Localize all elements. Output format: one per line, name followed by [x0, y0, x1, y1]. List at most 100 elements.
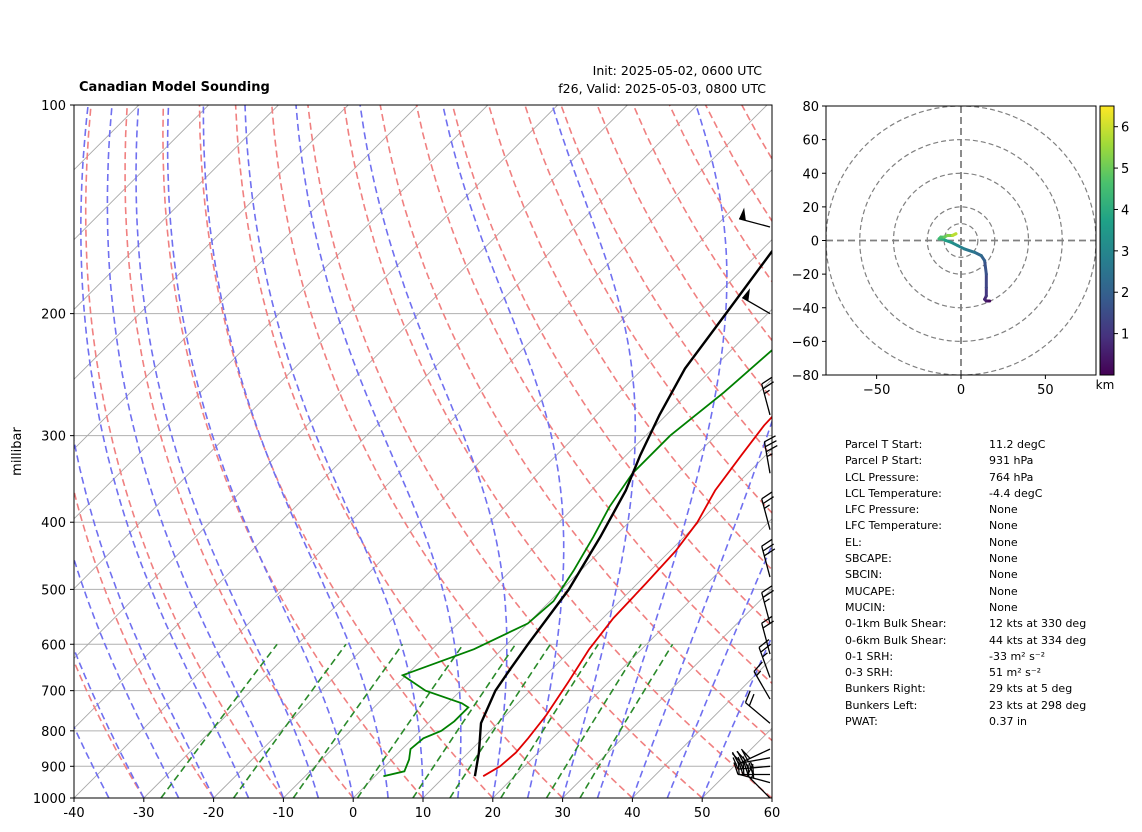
- init-time: Init: 2025-05-02, 0600 UTC: [592, 63, 762, 78]
- param-label: LFC Temperature:: [845, 519, 943, 533]
- wind-barb: [731, 748, 771, 764]
- param-label: 0-1km Bulk Shear:: [845, 617, 947, 631]
- y-tick-label: 700: [41, 685, 66, 700]
- isotherm-line: [213, 238, 772, 798]
- wind-barb: [761, 491, 774, 530]
- mixing-ratio-line: [412, 643, 517, 798]
- colorbar-tick-label: 2: [1121, 286, 1129, 301]
- param-row: Parcel P Start: 931 hPa: [845, 453, 1105, 469]
- x-tick-label: 30: [554, 806, 571, 821]
- param-label: 0-6km Bulk Shear:: [845, 633, 947, 647]
- y-tick-label: 900: [41, 760, 66, 775]
- wind-barb: [761, 376, 774, 416]
- mixing-ratio-line: [449, 643, 552, 798]
- y-tick-label: 600: [41, 638, 66, 653]
- param-value: -4.4 degC: [989, 486, 1043, 500]
- x-tick-label: 50: [694, 806, 711, 821]
- param-value: None: [989, 568, 1018, 582]
- wind-barb: [741, 288, 771, 315]
- valid-time: f26, Valid: 2025-05-03, 0800 UTC: [558, 81, 766, 96]
- isotherm-line: [74, 105, 349, 380]
- moist-adiabat-line: [244, 105, 424, 798]
- param-row: PWAT: 0.37 in: [845, 714, 1105, 730]
- param-row: LFC Temperature: None: [845, 518, 1105, 534]
- param-value: 11.2 degC: [989, 438, 1046, 451]
- wind-barb: [753, 661, 771, 700]
- wind-barb: [761, 538, 776, 578]
- isotherm-line: [74, 105, 628, 660]
- wind-barb: [761, 615, 774, 655]
- dry-adiabat-line: [307, 105, 703, 798]
- mixing-ratio-line: [356, 643, 464, 798]
- param-value: -33 m² s⁻²: [989, 649, 1046, 663]
- dry-adiabat-line: [234, 105, 564, 798]
- colorbar-tick-label: 6: [1121, 121, 1129, 136]
- param-label: MUCAPE:: [845, 584, 896, 598]
- moist-adiabat-line: [359, 105, 508, 798]
- mixing-ratio-line: [545, 643, 642, 798]
- param-value: None: [989, 552, 1018, 566]
- param-label: LCL Temperature:: [845, 486, 942, 500]
- param-label: Bunkers Right:: [845, 682, 926, 696]
- hodo-x-tick-label: −50: [863, 383, 890, 398]
- param-label: PWAT:: [845, 715, 878, 729]
- moist-adiabat-line: [79, 105, 250, 798]
- y-tick-label: 300: [41, 430, 66, 445]
- param-row: SBCAPE: None: [845, 551, 1105, 567]
- param-row: LCL Temperature: -4.4 degC: [845, 486, 1105, 502]
- hodo-y-tick-label: 20: [802, 201, 819, 216]
- isotherm-line: [143, 169, 772, 798]
- dry-adiabat-line: [271, 105, 633, 798]
- param-row: LFC Pressure: None: [845, 502, 1105, 518]
- moist-adiabat-line: [106, 105, 285, 798]
- wind-barb: [746, 763, 771, 799]
- param-row: 0-1km Bulk Shear: 12 kts at 330 deg: [845, 616, 1105, 632]
- param-value: 931 hPa: [989, 454, 1034, 468]
- param-label: Parcel T Start:: [845, 438, 923, 451]
- moist-adiabat-line: [295, 105, 462, 798]
- colorbar-tick-label: 5: [1121, 162, 1129, 177]
- hodo-y-tick-label: 40: [802, 167, 819, 182]
- skew-t-plot: -40 -30 -20 -10 0 10 20 30 40 50 60 100 200 300 400 500…: [10, 99, 781, 821]
- moist-adiabat-line: [202, 105, 389, 798]
- moist-adiabat-line: [596, 105, 728, 798]
- param-label: 0-1 SRH:: [845, 649, 894, 663]
- dry-adiabat-line: [487, 105, 772, 571]
- sounding-parameters-table: Parcel T Start: 11.2 degC Parcel P Start: 9…: [845, 437, 1105, 730]
- x-tick-label: 60: [764, 806, 781, 821]
- param-value: None: [989, 503, 1018, 517]
- x-tick-label: -40: [63, 806, 84, 821]
- param-value: None: [989, 600, 1018, 614]
- mixing-ratio-line: [160, 643, 278, 798]
- param-value: 44 kts at 334 deg: [989, 633, 1087, 647]
- x-tick-label: -30: [133, 806, 154, 821]
- isotherm-line: [283, 308, 772, 798]
- param-label: MUCIN:: [845, 600, 886, 614]
- param-value: 51 m² s⁻²: [989, 666, 1042, 680]
- isotherm-line: [632, 657, 772, 798]
- isotherm-line: [74, 105, 209, 241]
- colorbar: [1099, 105, 1115, 376]
- param-value: 764 hPa: [989, 470, 1034, 484]
- param-row: SBCIN: None: [845, 567, 1105, 583]
- dry-adiabat-line: [198, 105, 494, 798]
- hodo-y-tick-label: 60: [802, 134, 819, 149]
- y-tick-label: 800: [41, 725, 66, 740]
- hodo-y-tick-label: −60: [792, 335, 819, 350]
- param-value: 29 kts at 5 deg: [989, 682, 1073, 696]
- hodograph-segment: [962, 247, 976, 254]
- dry-adiabat-line: [74, 487, 215, 798]
- wind-barb: [738, 207, 771, 228]
- wind-barb: [761, 585, 774, 624]
- param-label: Bunkers Left:: [845, 698, 918, 712]
- dry-adiabat-line: [343, 105, 772, 798]
- isotherm-line: [74, 105, 558, 590]
- mixing-ratio-line: [500, 643, 599, 798]
- param-label: 0-3 SRH:: [845, 666, 894, 680]
- param-value: 12 kts at 330 deg: [989, 617, 1087, 631]
- wind-barb: [758, 639, 772, 678]
- colorbar-label: km: [1096, 378, 1115, 392]
- y-tick-label: 1000: [33, 792, 66, 807]
- isotherm-line: [74, 105, 419, 450]
- param-label: SBCIN:: [845, 568, 883, 582]
